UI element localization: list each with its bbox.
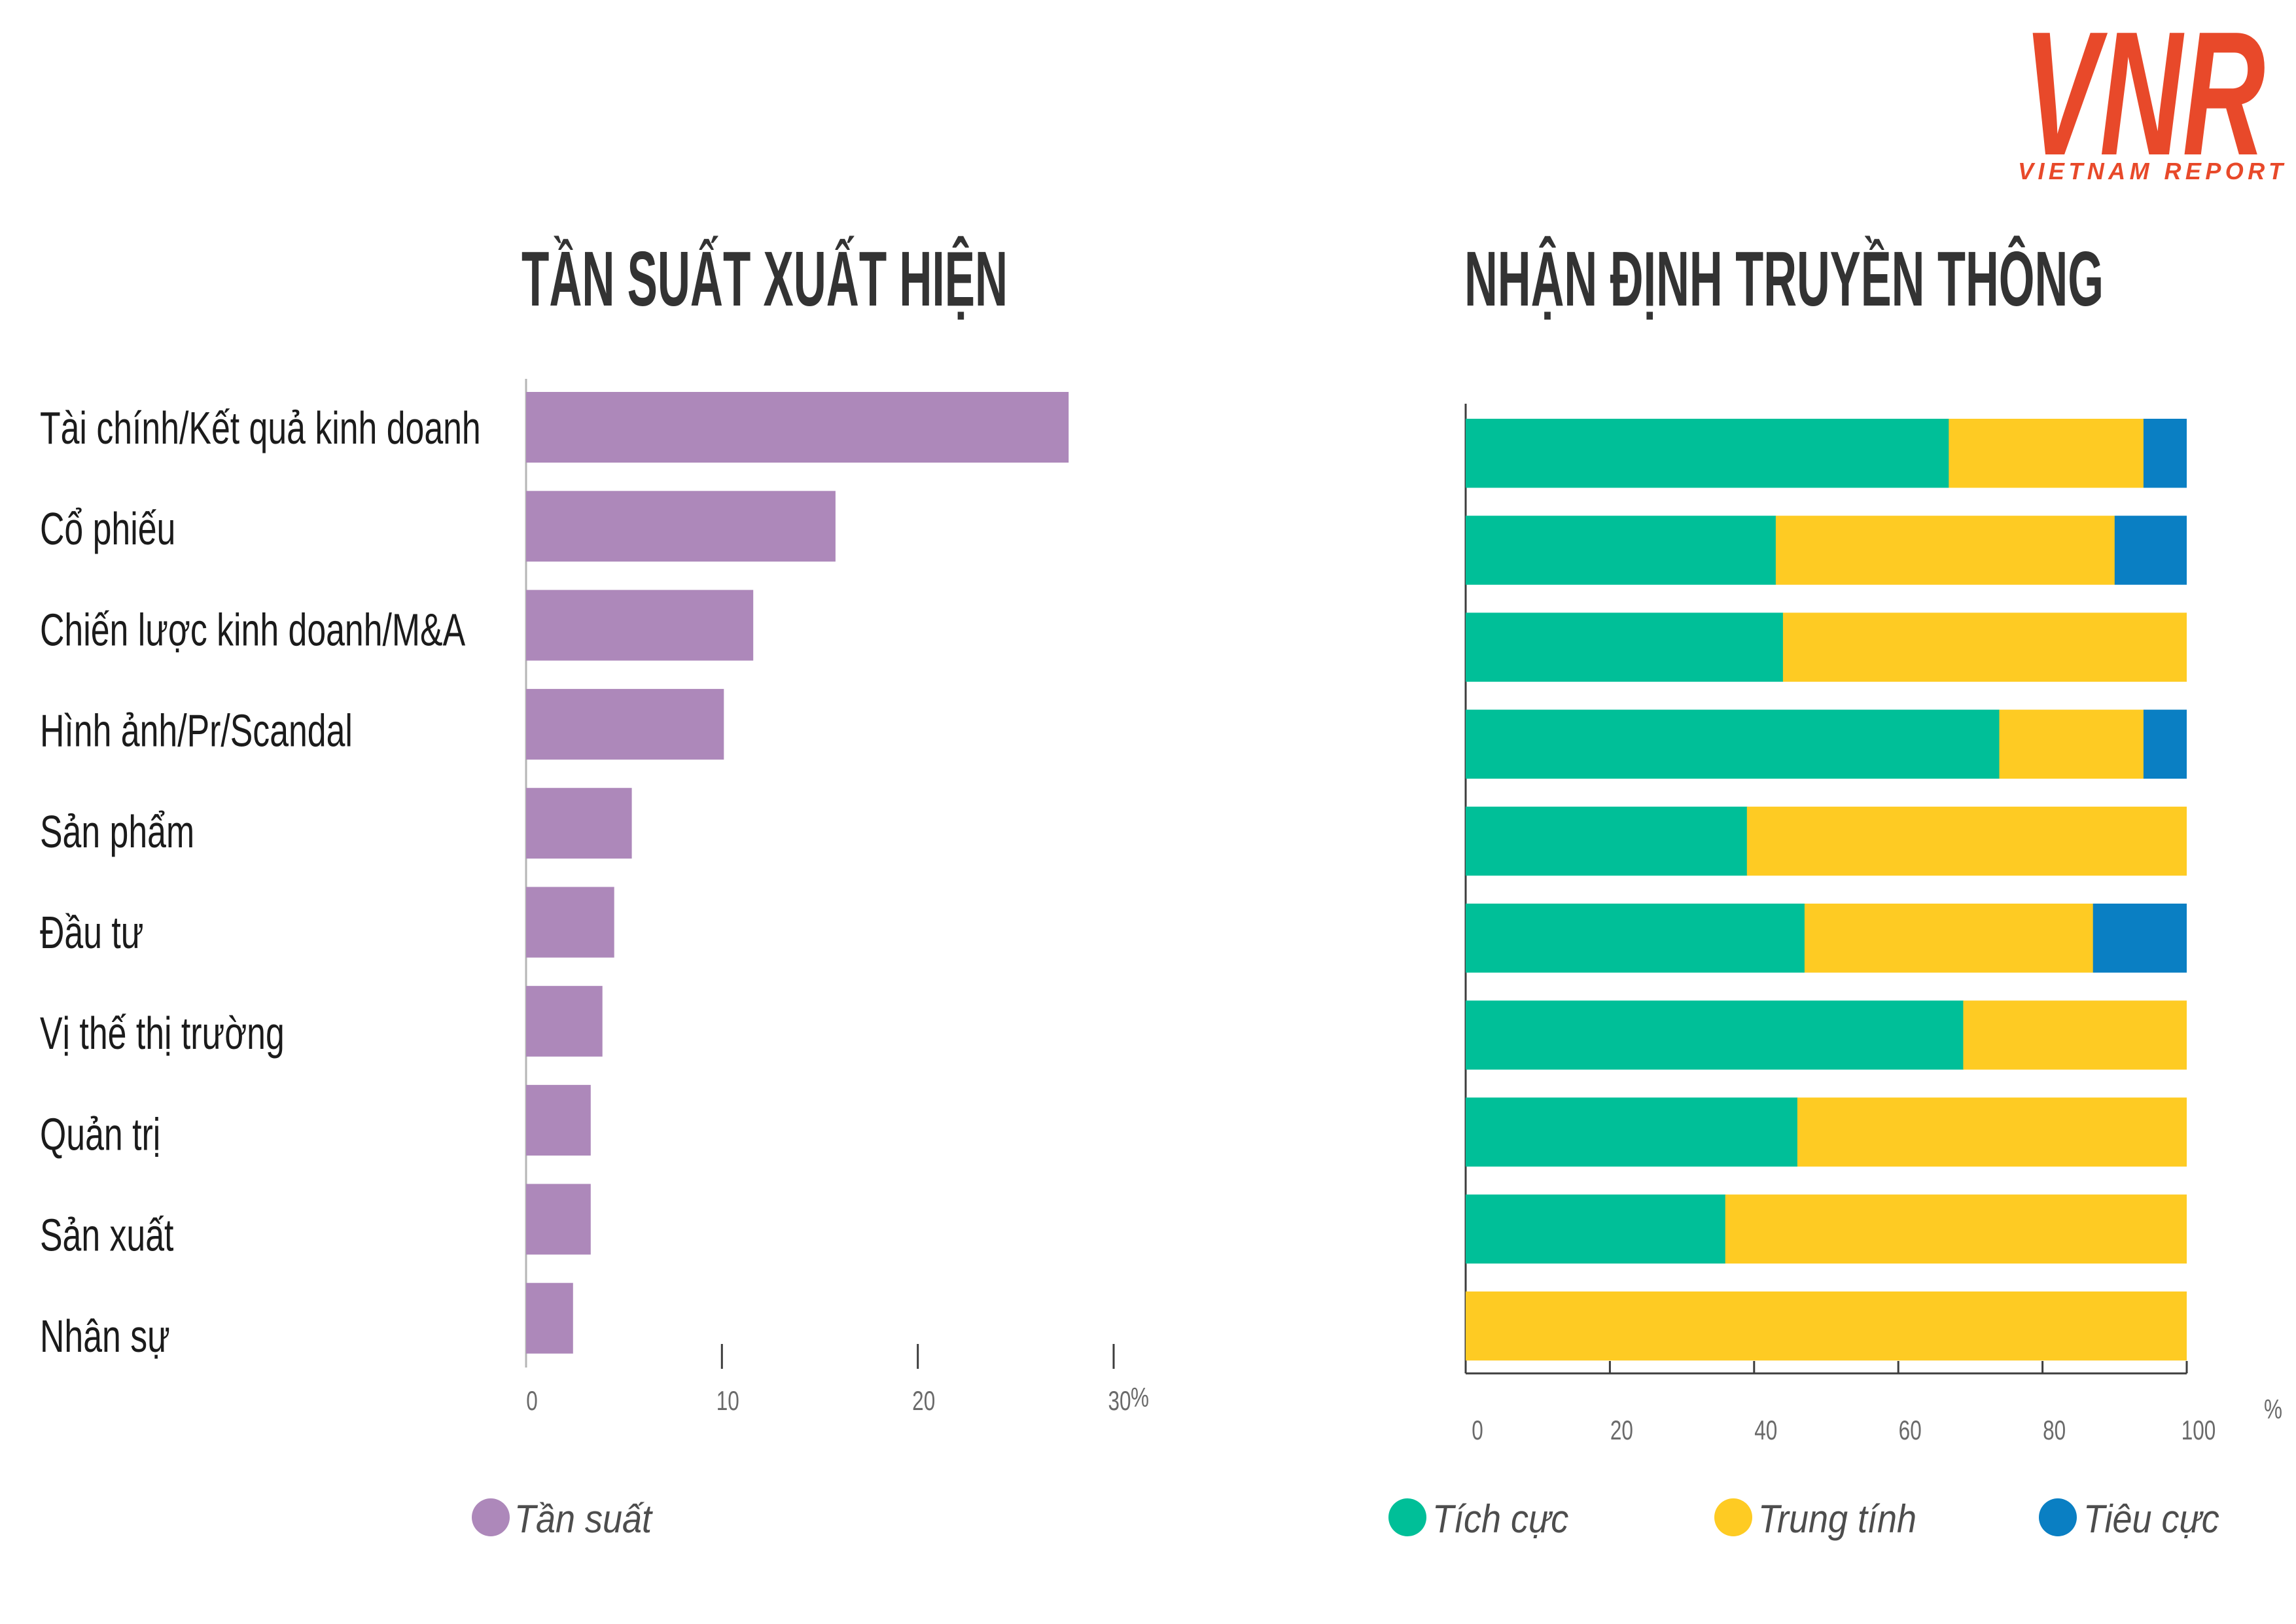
sentiment-bar-4-negative	[2143, 709, 2187, 779]
frequency-x-unit: %	[1131, 1382, 1149, 1413]
frequency-bar-2	[526, 491, 836, 562]
frequency-x-tick-label: 0	[526, 1385, 538, 1417]
frequency-bar-8	[526, 1085, 591, 1156]
sentiment-x-tick-label: 80	[2043, 1415, 2066, 1446]
sentiment-bar-9-neutral	[1725, 1194, 2187, 1264]
sentiment-bar-3-positive	[1466, 612, 1784, 682]
legend-swatch-negative	[2039, 1498, 2077, 1536]
sentiment-legend: Tích cực Trung tính Tiêu cực	[1388, 1497, 2219, 1542]
category-label: Tài chính/Kết quả kinh doanh	[40, 402, 481, 453]
sentiment-bar-4-positive	[1466, 709, 2000, 779]
category-label: Sản xuất	[40, 1210, 173, 1261]
sentiment-bar-6-negative	[2093, 904, 2187, 973]
sentiment-bar-9-positive	[1466, 1194, 1726, 1264]
sentiment-x-axis: 0 20 40 60 80 100	[1472, 1361, 2216, 1445]
sentiment-x-tick-label: 100	[2181, 1415, 2216, 1446]
legend-item-negative: Tiêu cực	[2039, 1497, 2219, 1542]
sentiment-bar-7-neutral	[1963, 1000, 2187, 1070]
sentiment-bar-1-negative	[2143, 419, 2187, 488]
sentiment-x-tick-label: 60	[1899, 1415, 1922, 1446]
sentiment-bar-6-neutral	[1804, 904, 2094, 973]
legend-swatch-neutral	[1714, 1498, 1752, 1536]
sentiment-bar-10-neutral	[1466, 1291, 2187, 1361]
sentiment-bar-1-neutral	[1949, 419, 2144, 488]
sentiment-bar-8-positive	[1466, 1097, 1798, 1167]
category-label: Vị thế thị trường	[40, 1008, 285, 1059]
sentiment-x-unit: %	[2264, 1394, 2282, 1425]
category-labels: Tài chính/Kết quả kinh doanh Cổ phiếu Chiế…	[40, 402, 481, 1362]
category-label: Hình ảnh/Pr/Scandal	[40, 705, 353, 756]
sentiment-bar-4-neutral	[1999, 709, 2144, 779]
category-label: Cổ phiếu	[40, 504, 175, 555]
logo-mark: VNR	[2023, 0, 2265, 192]
sentiment-bar-1-positive	[1466, 419, 1949, 488]
sentiment-bars	[1466, 419, 2187, 1361]
sentiment-bar-2-negative	[2114, 516, 2187, 585]
frequency-chart: Tài chính/Kết quả kinh doanh Cổ phiếu Chiế…	[40, 379, 1149, 1416]
brand-logo: VNR VIETNAM REPORT	[2018, 0, 2285, 192]
legend-swatch-frequency	[472, 1498, 510, 1536]
legend-swatch-positive	[1388, 1498, 1426, 1536]
legend-label-positive: Tích cực	[1432, 1497, 1568, 1541]
sentiment-bar-2-positive	[1466, 516, 1776, 585]
category-label: Sản phẩm	[40, 806, 194, 857]
sentiment-x-tick-label: 40	[1754, 1415, 1777, 1446]
sentiment-bar-8-neutral	[1797, 1097, 2187, 1167]
sentiment-bar-5-neutral	[1746, 806, 2187, 876]
frequency-bar-6	[526, 887, 614, 958]
legend-label-neutral: Trung tính	[1758, 1497, 1916, 1541]
sentiment-bar-7-positive	[1466, 1000, 1964, 1070]
sentiment-bar-2-neutral	[1775, 516, 2115, 585]
frequency-bar-10	[526, 1282, 573, 1354]
sentiment-bar-3-neutral	[1782, 612, 2187, 682]
frequency-x-axis: 0 10 20 30	[526, 1344, 1131, 1416]
sentiment-bar-5-positive	[1466, 806, 1748, 876]
frequency-bar-4	[526, 688, 724, 760]
sentiment-chart: 0 20 40 60 80 100 %	[1464, 404, 2282, 1445]
sentiment-bar-6-positive	[1466, 904, 1805, 973]
category-label: Chiến lược kinh doanh/M&A	[40, 605, 465, 656]
frequency-x-tick-label: 30	[1108, 1385, 1131, 1417]
frequency-x-tick-label: 20	[912, 1385, 935, 1417]
frequency-legend: Tần suất	[472, 1497, 653, 1542]
frequency-bar-5	[526, 788, 632, 859]
frequency-chart-title: TẦN SUẤT XUẤT HIỆN	[521, 236, 1008, 323]
category-label: Đầu tư	[40, 907, 143, 958]
legend-item-neutral: Trung tính	[1714, 1497, 1916, 1542]
frequency-bars	[526, 392, 1069, 1354]
category-label: Quản trị	[40, 1109, 160, 1160]
category-label: Nhân sự	[40, 1311, 170, 1362]
frequency-bar-3	[526, 590, 754, 661]
frequency-bar-7	[526, 985, 603, 1057]
frequency-bar-1	[526, 392, 1069, 463]
sentiment-x-tick-label: 0	[1472, 1415, 1483, 1446]
frequency-bar-9	[526, 1184, 591, 1255]
sentiment-x-tick-label: 20	[1610, 1415, 1633, 1446]
legend-label-frequency: Tần suất	[514, 1497, 653, 1541]
frequency-x-tick-label: 10	[716, 1385, 739, 1417]
legend-label-negative: Tiêu cực	[2083, 1497, 2219, 1541]
sentiment-chart-title: NHẬN ĐỊNH TRUYỀN THÔNG	[1464, 236, 2104, 323]
legend-item-positive: Tích cực	[1388, 1497, 1568, 1542]
